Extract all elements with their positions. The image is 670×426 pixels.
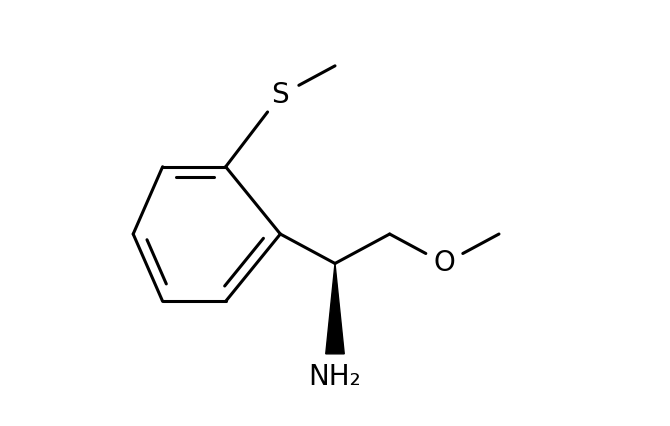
Text: NH₂: NH₂	[309, 363, 361, 391]
Text: S: S	[271, 81, 289, 109]
Polygon shape	[326, 263, 344, 354]
Text: O: O	[433, 250, 455, 277]
